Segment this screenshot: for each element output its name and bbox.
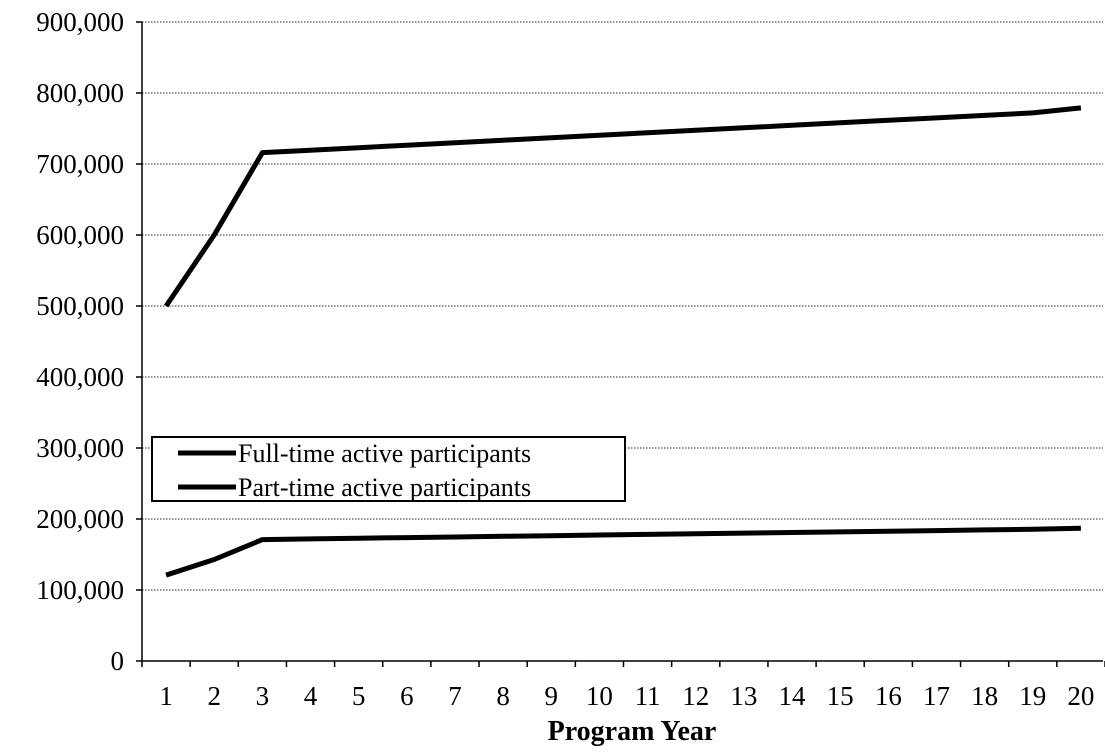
- x-tick-label: 15: [827, 681, 854, 711]
- x-tick-label: 2: [207, 681, 221, 711]
- x-tick-label: 5: [352, 681, 366, 711]
- legend: Full-time active participants Part-time …: [152, 437, 625, 502]
- y-tick-label: 900,000: [36, 7, 124, 37]
- y-tick-labels: 0 100,000 200,000 300,000 400,000 500,000 600,…: [36, 7, 124, 676]
- x-tick-label: 9: [545, 681, 559, 711]
- y-tick-label: 700,000: [36, 149, 124, 179]
- x-tick-label: 7: [448, 681, 462, 711]
- y-tick-label: 800,000: [36, 78, 124, 108]
- y-tick-label: 300,000: [36, 433, 124, 463]
- x-tick-label: 18: [971, 681, 998, 711]
- x-tick-label: 4: [304, 681, 318, 711]
- y-tick-label: 400,000: [36, 362, 124, 392]
- x-tick-label: 14: [779, 681, 807, 711]
- y-tick-label: 0: [111, 646, 125, 676]
- x-tick-label: 20: [1067, 681, 1094, 711]
- series-line-full-time: [166, 108, 1081, 306]
- x-tick-label: 6: [400, 681, 414, 711]
- x-tick-label: 3: [256, 681, 270, 711]
- x-tick-label: 1: [159, 681, 173, 711]
- y-tick-label: 100,000: [36, 575, 124, 605]
- x-axis-title: Program Year: [548, 716, 717, 747]
- legend-label-part-time: Part-time active participants: [238, 473, 531, 502]
- y-tick-label: 500,000: [36, 291, 124, 321]
- x-tick-label: 19: [1019, 681, 1046, 711]
- y-tick-label: 600,000: [36, 220, 124, 250]
- x-tick-label: 10: [586, 681, 613, 711]
- x-tick-label: 16: [875, 681, 902, 711]
- series-lines: [166, 108, 1081, 575]
- x-tick-label: 11: [635, 681, 661, 711]
- x-tick-label: 13: [730, 681, 757, 711]
- x-tick-label: 17: [923, 681, 950, 711]
- y-tick-label: 200,000: [36, 504, 124, 534]
- x-tick-label: 12: [682, 681, 709, 711]
- grid-lines: [142, 22, 1103, 590]
- x-tick-label: 8: [496, 681, 510, 711]
- legend-label-full-time: Full-time active participants: [238, 439, 531, 468]
- series-line-part-time: [166, 528, 1081, 575]
